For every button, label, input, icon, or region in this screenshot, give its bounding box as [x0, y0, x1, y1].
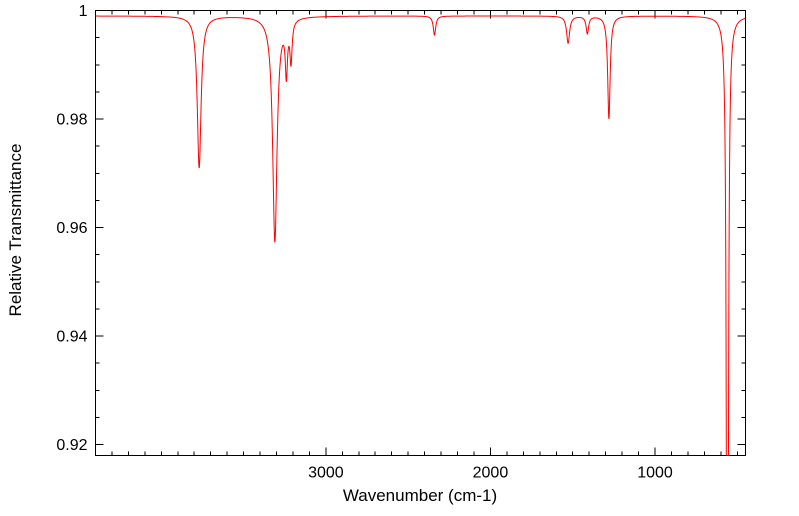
y-axis-title: Relative Transmittance: [6, 143, 25, 317]
x-tick-label: 3000: [308, 465, 344, 482]
y-tick-label: 0.98: [56, 112, 87, 129]
plot-frame: [95, 10, 746, 456]
y-tick-label: 0.94: [56, 329, 87, 346]
x-axis-title: Wavenumber (cm-1): [342, 486, 498, 505]
y-tick-label: 0.96: [56, 220, 87, 237]
x-tick-label: 2000: [473, 465, 509, 482]
y-tick-label: 0.92: [56, 437, 87, 454]
y-tick-label: 1: [79, 3, 88, 20]
spectrum-curve: [95, 15, 746, 456]
x-tick-label: 1000: [637, 465, 673, 482]
